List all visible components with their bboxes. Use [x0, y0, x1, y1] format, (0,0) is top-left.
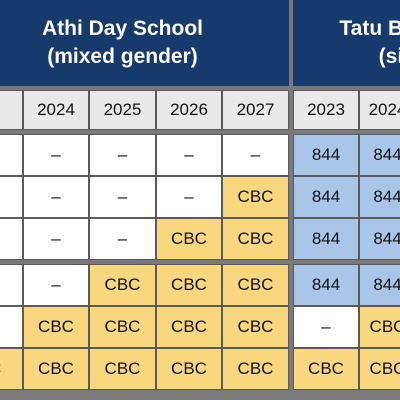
table-cell: – — [23, 218, 89, 260]
school-name: Athi Day School — [41, 17, 204, 40]
table-cell: CBC — [222, 264, 289, 306]
school-type: (mixed gender) — [47, 45, 198, 68]
table-cell: CBC — [156, 348, 222, 390]
table-cell: 844 — [293, 134, 359, 176]
table-cell: CBC — [156, 306, 222, 348]
table-cell: CBC — [359, 306, 400, 348]
school-header-tatu: Tatu Bo (sin — [293, 0, 400, 86]
row-group-divider — [0, 260, 400, 264]
table-cell: – — [89, 218, 156, 260]
table-cell: CBC — [293, 348, 359, 390]
table-cell: 844 — [293, 218, 359, 260]
table-cell: CBC — [222, 218, 289, 260]
table-cell: – — [23, 176, 89, 218]
table-cell: 844 — [359, 176, 400, 218]
year-header-cell: 2023 — [293, 90, 359, 130]
year-header-cell: 23 — [0, 90, 23, 130]
table-cell: CBC — [222, 348, 289, 390]
table-cell — [0, 264, 23, 306]
table-cell: CBC — [89, 264, 156, 306]
table-cell: – — [156, 176, 222, 218]
table-cell: – — [222, 134, 289, 176]
school-type: (sin — [378, 45, 400, 68]
table-cell: CBC — [156, 264, 222, 306]
table-cell: CBC — [89, 306, 156, 348]
year-header-cell: 2025 — [89, 90, 156, 130]
year-header-cell: 2024 — [359, 90, 400, 130]
table-cell: CBC — [23, 348, 89, 390]
year-header-cell: 2027 — [222, 90, 289, 130]
table-cell — [0, 134, 23, 176]
table-cell: – — [23, 264, 89, 306]
table-cell: 844 — [293, 264, 359, 306]
table-cell — [0, 306, 23, 348]
table-cell: CBC — [222, 306, 289, 348]
table-cell: CBC — [156, 218, 222, 260]
table-cell: CBC — [222, 176, 289, 218]
year-header-cell: 2026 — [156, 90, 222, 130]
school-name: Tatu Bo — [339, 17, 400, 40]
table-cell — [0, 176, 23, 218]
table-cell: 844 — [359, 134, 400, 176]
table-cell: – — [23, 134, 89, 176]
school-header-athi: Athi Day School (mixed gender) — [0, 0, 289, 86]
year-header-cell: 2024 — [23, 90, 89, 130]
table-cell: – — [89, 134, 156, 176]
table-cell: – — [293, 306, 359, 348]
table-cell: – — [156, 134, 222, 176]
table-cell: CBC — [359, 348, 400, 390]
table-cell: 844 — [359, 218, 400, 260]
table-cell: 844 — [293, 176, 359, 218]
table-cell: CBC — [89, 348, 156, 390]
table-cell: BC — [0, 348, 23, 390]
table-cell — [0, 218, 23, 260]
table-cell: 844 — [359, 264, 400, 306]
table-cell: – — [89, 176, 156, 218]
table-cell: CBC — [23, 306, 89, 348]
